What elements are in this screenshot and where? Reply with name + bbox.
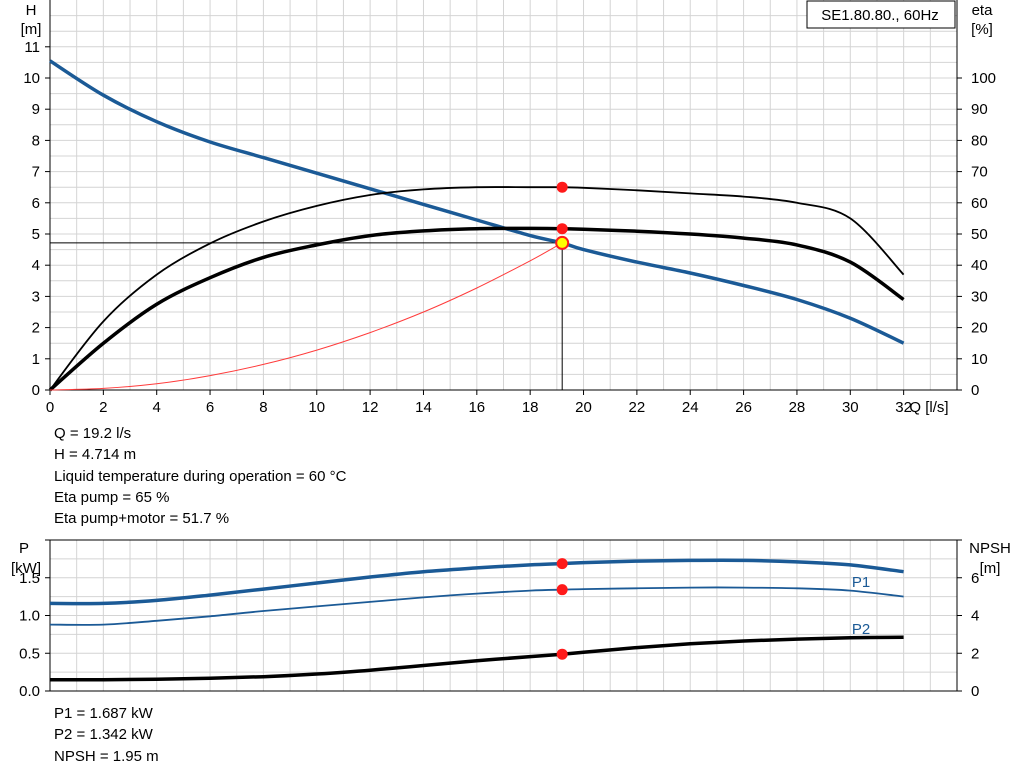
readout-eta-pump-motor: Eta pump+motor = 51.7 % <box>54 510 230 528</box>
y-right-tick-label: 80 <box>971 132 988 149</box>
y-right-tick-label: 0 <box>971 683 979 700</box>
eta-pump-marker <box>556 181 568 193</box>
p2-curve-label: P2 <box>852 621 870 638</box>
title-box <box>806 0 956 29</box>
x-tick-label: 28 <box>789 399 806 416</box>
x-tick-label: 14 <box>415 399 432 416</box>
y-right-tick-label: 40 <box>971 257 988 274</box>
y-left-tick-label: 10 <box>23 70 40 87</box>
readout-liquid-temperature: Liquid temperature during operation = 60… <box>54 467 347 485</box>
readout-p2: P2 = 1.342 kW <box>54 726 153 744</box>
y-right-tick-label: 10 <box>971 351 988 368</box>
y-left-tick-label: 8 <box>32 132 40 149</box>
chart-title: SE1.80.80., 60Hz <box>821 7 939 24</box>
readout-npsh: NPSH = 1.95 m <box>54 747 159 765</box>
x-tick-label: 26 <box>735 399 752 416</box>
y-left-tick-label: 0.0 <box>19 683 40 700</box>
y-right-tick-label: 100 <box>971 70 996 87</box>
y-left-tick-label: 9 <box>32 101 40 118</box>
power-readout: P1 = 1.687 kW P2 = 1.342 kW NPSH = 1.95 … <box>54 703 159 767</box>
x-tick-label: 10 <box>308 399 325 416</box>
y-right-tick-label: 60 <box>971 195 988 212</box>
head-efficiency-chart: 0 2 4 6 8 10 12 14 16 18 20 22 24 26 28 30 32Q [l/s]0123… <box>21 0 996 416</box>
y-left-tick-label: 4 <box>32 257 40 274</box>
p2-curve <box>49 586 904 626</box>
eta-pump-motor-marker <box>556 223 568 235</box>
y-right-axis-label: eta <box>972 2 994 19</box>
eta-pump-curve <box>49 186 905 391</box>
y-right-tick-label: 50 <box>971 226 988 243</box>
y-right-tick-label: 6 <box>971 570 979 587</box>
y-left-tick-label: 6 <box>32 195 40 212</box>
y-left-tick-label: 5 <box>32 226 40 243</box>
y-right-tick-label: 2 <box>971 645 979 662</box>
x-tick-label: 32 <box>895 399 912 416</box>
y-left-tick-label: 0 <box>32 382 40 399</box>
y-right-tick-label: 90 <box>971 101 988 118</box>
y-left-tick-label: 1.5 <box>19 570 40 587</box>
readout-eta-pump: Eta pump = 65 % <box>54 488 170 506</box>
npsh-marker <box>556 648 568 660</box>
x-tick-label: 24 <box>682 399 699 416</box>
system-curve <box>49 242 563 391</box>
y-left-axis-unit: [m] <box>21 21 42 38</box>
x-tick-label: 18 <box>522 399 539 416</box>
x-tick-label: 0 <box>46 399 54 416</box>
y-right-tick-label: 0 <box>971 382 979 399</box>
p1-curve <box>49 558 904 606</box>
x-tick-label: 20 <box>575 399 592 416</box>
y-left-tick-label: 1 <box>32 351 40 368</box>
y-left-tick-label: 1.0 <box>19 608 40 625</box>
p2-marker <box>556 584 568 596</box>
y-right-tick-label: 20 <box>971 320 988 337</box>
y-left-tick-label: 2 <box>32 320 40 337</box>
p1-curve-label: P1 <box>852 574 870 591</box>
eta-pump-motor-curve <box>48 226 905 392</box>
duty-point-marker <box>555 235 570 250</box>
y-left-tick-label: 3 <box>32 288 40 305</box>
x-tick-label: 6 <box>206 399 214 416</box>
x-axis-label: Q [l/s] <box>909 399 948 416</box>
y-left-tick-label: 7 <box>32 164 40 181</box>
y-left-tick-label: 0.5 <box>19 645 40 662</box>
operating-point-readout: Q = 19.2 l/s H = 4.714 m Liquid temperat… <box>54 423 346 529</box>
readout-p1: P1 = 1.687 kW <box>54 705 153 722</box>
x-tick-label: 8 <box>259 399 267 416</box>
x-tick-label: 2 <box>99 399 107 416</box>
y-left-tick-label: 11 <box>24 39 40 56</box>
power-npsh-chart: 0.0 0.5 1.0 1.5 P [kW] 0 2 4 6 NPSH [m] P1 P2 <box>11 539 1011 700</box>
y-left-axis-unit: [kW] <box>11 560 41 577</box>
readout-head: H = 4.714 m <box>54 446 137 464</box>
p1-marker <box>556 558 568 570</box>
x-tick-label: 30 <box>842 399 859 416</box>
y-right-axis-unit: [m] <box>980 560 1001 577</box>
x-tick-label: 16 <box>468 399 485 416</box>
y-right-tick-label: 70 <box>971 164 988 181</box>
y-left-axis-label: P <box>19 540 29 557</box>
npsh-curve <box>49 635 904 682</box>
x-tick-label: 22 <box>629 399 646 416</box>
readout-flow: Q = 19.2 l/s <box>54 425 132 442</box>
x-tick-label: 12 <box>362 399 379 416</box>
y-left-axis-label: H <box>26 2 37 19</box>
y-right-axis-label: NPSH <box>969 540 1011 557</box>
y-right-tick-label: 4 <box>971 608 979 625</box>
y-right-axis-unit: [%] <box>971 21 993 38</box>
x-tick-label: 4 <box>153 399 161 416</box>
y-right-tick-label: 30 <box>971 288 988 305</box>
